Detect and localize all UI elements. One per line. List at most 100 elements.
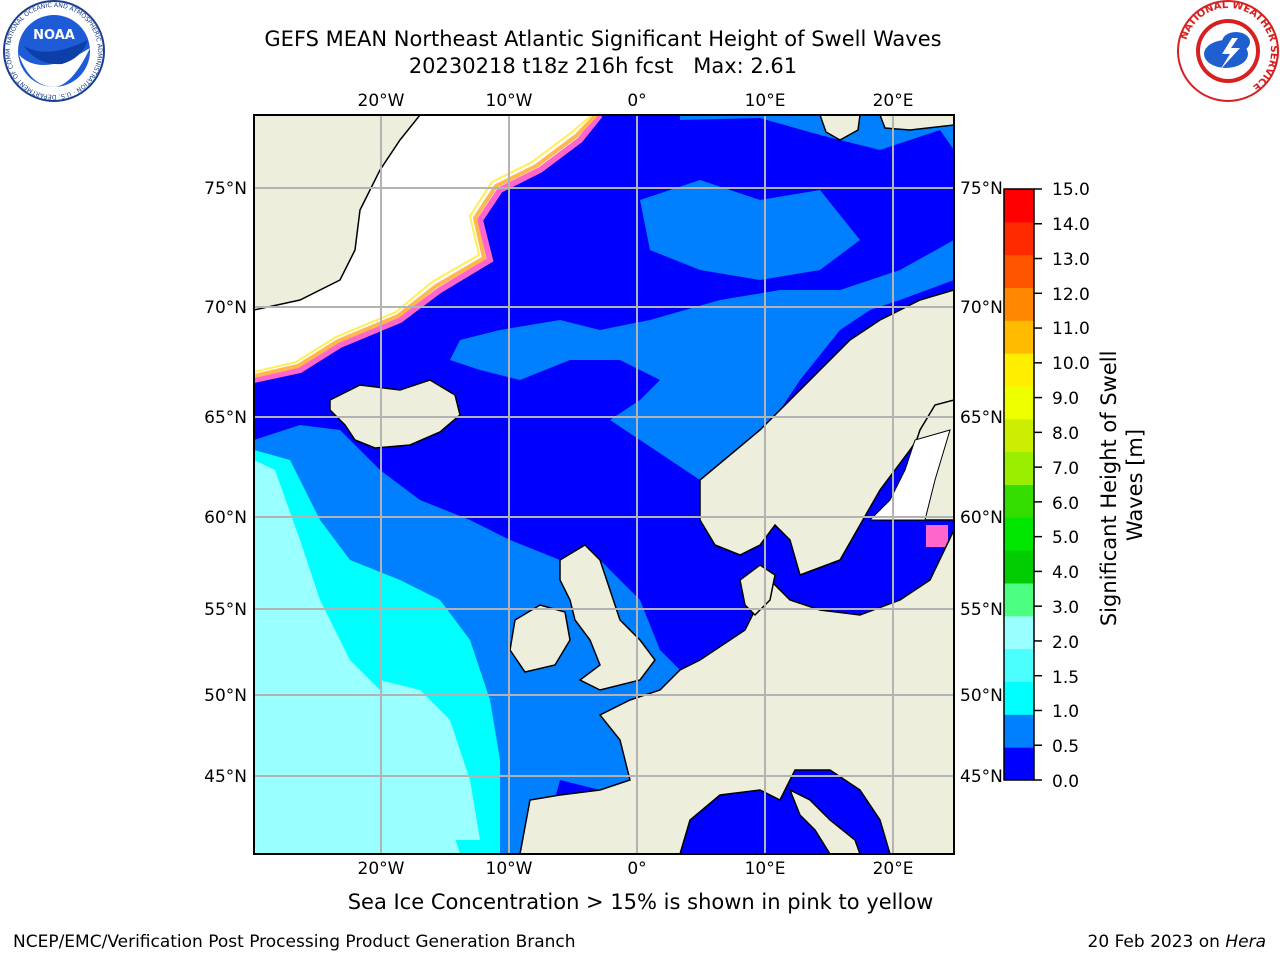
colorbar-tick-label: 2.0 (1052, 633, 1079, 653)
colorbar-ticks (1034, 188, 1042, 781)
lat-label-left: 70°N (204, 298, 247, 318)
colorbar-tick-label: 0.0 (1052, 772, 1079, 792)
sea-ice-edge-yellow (254, 115, 593, 373)
colorbar-tick-label: 13.0 (1052, 250, 1090, 270)
lon-label-top: 0° (627, 91, 646, 111)
lon-labels-bottom: 20°W 10°W 0° 10°E 20°E (358, 859, 914, 879)
greenland-land (254, 115, 421, 311)
colorbar-tick-label: 15.0 (1052, 180, 1090, 200)
footer-machine: Hera (1225, 932, 1266, 952)
lon-label-bottom: 10°E (745, 859, 786, 879)
lon-label-top: 20°E (873, 91, 914, 111)
colorbar-swatch (1004, 189, 1034, 223)
colorbar-label-line1: Significant Height of Swell (1097, 351, 1121, 627)
colorbar-swatch (1004, 418, 1034, 453)
lat-label-right: 55°N (960, 600, 1003, 620)
colorbar-tick-label: 9.0 (1052, 389, 1079, 409)
colorbar-swatch (1004, 451, 1034, 485)
colorbar-tick-label: 0.5 (1052, 737, 1079, 757)
colorbar-swatch (1004, 221, 1034, 256)
colorbar-swatch (1004, 353, 1034, 387)
iceland (329, 379, 461, 449)
footer-credit: NCEP/EMC/Verification Post Processing Pr… (13, 932, 576, 952)
lat-label-left: 45°N (204, 767, 247, 787)
colorbar-swatch (1004, 386, 1034, 420)
colorbar-tick-label: 4.0 (1052, 563, 1079, 583)
colorbar-tick-label: 1.5 (1052, 668, 1079, 688)
lat-label-left: 65°N (204, 408, 247, 428)
colorbar-swatch (1004, 254, 1034, 288)
colorbar-tick-labels: 15.0 14.0 13.0 12.0 11.0 10.0 9.0 8.0 7.… (1052, 180, 1090, 792)
lat-label-left: 50°N (204, 686, 247, 706)
lat-label-left: 60°N (204, 508, 247, 528)
lon-label-top: 20°W (358, 91, 405, 111)
lon-label-bottom: 20°W (358, 859, 405, 879)
colorbar-tick-label: 14.0 (1052, 215, 1090, 235)
lat-label-right: 50°N (960, 686, 1003, 706)
colorbar-swatch (1004, 517, 1034, 551)
ireland (509, 604, 571, 673)
svalbard-east (879, 115, 954, 131)
colorbar-swatch (1004, 747, 1034, 781)
colorbar-swatch (1004, 681, 1034, 715)
colorbar-label-line2: Waves [m] (1123, 429, 1147, 541)
map-frame (253, 114, 955, 855)
colorbar-tick-label: 11.0 (1052, 319, 1090, 339)
colorbar-swatch (1004, 615, 1034, 650)
italy (788, 788, 861, 854)
colorbar-tick-label: 7.0 (1052, 459, 1079, 479)
sea-ice-caption: Sea Ice Concentration > 15% is shown in … (347, 890, 934, 914)
svalbard (819, 115, 861, 141)
denmark (739, 564, 776, 617)
scandinavia (699, 289, 954, 576)
baltic-sea-ice (926, 525, 948, 547)
lat-label-right: 45°N (960, 767, 1003, 787)
footer-date: 20 Feb 2023 on Hera (1020, 932, 1266, 952)
lat-label-right: 65°N (960, 408, 1003, 428)
lon-label-bottom: 20°E (873, 859, 914, 879)
ocean-mid-swell-north (450, 115, 954, 480)
lat-labels-right: 75°N 70°N 65°N 60°N 55°N 50°N 45°N (960, 179, 1003, 787)
colorbar-tick-label: 8.0 (1052, 424, 1079, 444)
colorbar-tick-label: 3.0 (1052, 598, 1079, 618)
map-graticule (254, 115, 954, 854)
colorbar-swatch (1004, 583, 1034, 617)
colorbar-swatch (1004, 484, 1034, 518)
colorbar-label: Significant Height of Swell Waves [m] (1097, 344, 1147, 626)
lon-labels-top: 20°W 10°W 0° 10°E 20°E (358, 91, 914, 111)
colorbar-tick-label: 10.0 (1052, 354, 1090, 374)
ocean-mid-swell-patch (640, 180, 860, 280)
noaa-logo-text: NOAA (33, 28, 75, 43)
lat-label-right: 70°N (960, 298, 1003, 318)
colorbar-tick-label: 6.0 (1052, 494, 1079, 514)
map-subtitle: 20230218 t18z 216h fcst Max: 2.61 (408, 54, 798, 78)
map-title: GEFS MEAN Northeast Atlantic Significant… (264, 27, 942, 51)
map-plot-area (254, 115, 954, 854)
lat-label-right: 60°N (960, 508, 1003, 528)
colorbar (1004, 189, 1034, 781)
colorbar-tick-label: 5.0 (1052, 528, 1079, 548)
lat-labels-left: 75°N 70°N 65°N 60°N 55°N 50°N 45°N (204, 179, 247, 787)
lat-label-left: 55°N (204, 600, 247, 620)
nws-logo: NATIONAL WEATHER SERVICE (1177, 0, 1279, 102)
colorbar-swatch (1004, 550, 1034, 584)
colorbar-swatch (1004, 320, 1034, 354)
lon-label-bottom: 10°W (486, 859, 533, 879)
colorbar-swatch (1004, 648, 1034, 682)
continental-europe (519, 529, 954, 854)
colorbar-swatch (1004, 714, 1034, 748)
colorbar-frame (1003, 188, 1035, 781)
colorbar-tick-label: 1.0 (1052, 702, 1079, 722)
colorbar-tick-label: 12.0 (1052, 285, 1090, 305)
footer-date-text: 20 Feb 2023 on (1087, 932, 1226, 952)
lat-label-right: 75°N (960, 179, 1003, 199)
colorbar-swatch (1004, 287, 1034, 321)
ocean-light-swell-patch (380, 680, 480, 840)
noaa-logo: NATIONAL OCEANIC AND ATMOSPHERIC ADMINIS… (2, 0, 105, 102)
sea-ice-edge (254, 115, 603, 383)
gulf-of-bothnia (868, 429, 951, 521)
lat-label-left: 75°N (204, 179, 247, 199)
lon-label-top: 10°E (745, 91, 786, 111)
sea-ice-edge-inner (254, 115, 598, 378)
